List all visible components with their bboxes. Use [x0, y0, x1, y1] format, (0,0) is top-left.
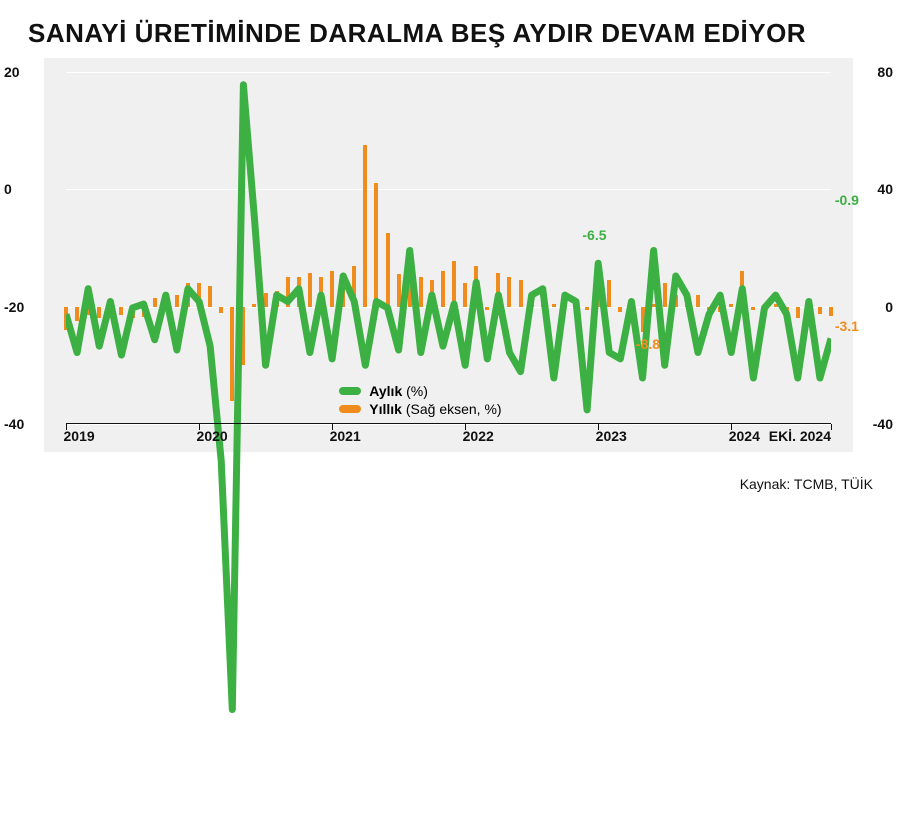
annotation-label: -6.5 [582, 227, 606, 243]
chart-plot: -6.5-0.9-8.8-3.1 [66, 72, 831, 424]
x-tick-label: 2022 [463, 428, 494, 444]
x-tick-label: 2019 [64, 428, 95, 444]
annotation-label: -0.9 [835, 192, 859, 208]
y-left-tick-label: 20 [4, 64, 44, 80]
y-right-tick-label: 40 [853, 181, 893, 197]
legend-item: Aylık (%) [339, 383, 501, 399]
x-tick [831, 424, 832, 430]
y-right-axis-labels: -4004080 [853, 72, 893, 424]
chart-area: -40-20020 -4004080 -6.5-0.9-8.8-3.1 2019… [44, 58, 853, 452]
chart-source: Kaynak: TCMB, TÜİK [740, 476, 873, 492]
annotation-label: -3.1 [835, 318, 859, 334]
legend-item: Yıllık (Sağ eksen, %) [339, 401, 501, 417]
chart-legend: Aylık (%) Yıllık (Sağ eksen, %) [339, 383, 501, 419]
legend-label: Aylık (%) [369, 383, 428, 399]
y-right-tick-label: 80 [853, 64, 893, 80]
x-tick-label: 2023 [596, 428, 627, 444]
legend-label: Yıllık (Sağ eksen, %) [369, 401, 501, 417]
y-right-tick-label: -40 [853, 416, 893, 432]
annotation-label: -8.8 [636, 336, 660, 352]
x-tick-label: EKİ. 2024 [769, 428, 831, 444]
x-tick-label: 2024 [729, 428, 760, 444]
y-left-tick-label: -40 [4, 416, 44, 432]
legend-swatch [339, 405, 361, 413]
legend-swatch [339, 387, 361, 395]
y-left-tick-label: 0 [4, 181, 44, 197]
y-left-tick-label: -20 [4, 299, 44, 315]
chart-title: SANAYİ ÜRETİMİNDE DARALMA BEŞ AYDIR DEVA… [0, 0, 897, 49]
y-right-tick-label: 0 [853, 299, 893, 315]
x-axis-labels: 2019 2020 2021 2022 2023 2024 EKİ. 2024 [66, 428, 831, 448]
line-series [66, 72, 831, 837]
x-tick-label: 2021 [330, 428, 361, 444]
y-left-axis-labels: -40-20020 [4, 72, 44, 424]
x-tick-label: 2020 [197, 428, 228, 444]
